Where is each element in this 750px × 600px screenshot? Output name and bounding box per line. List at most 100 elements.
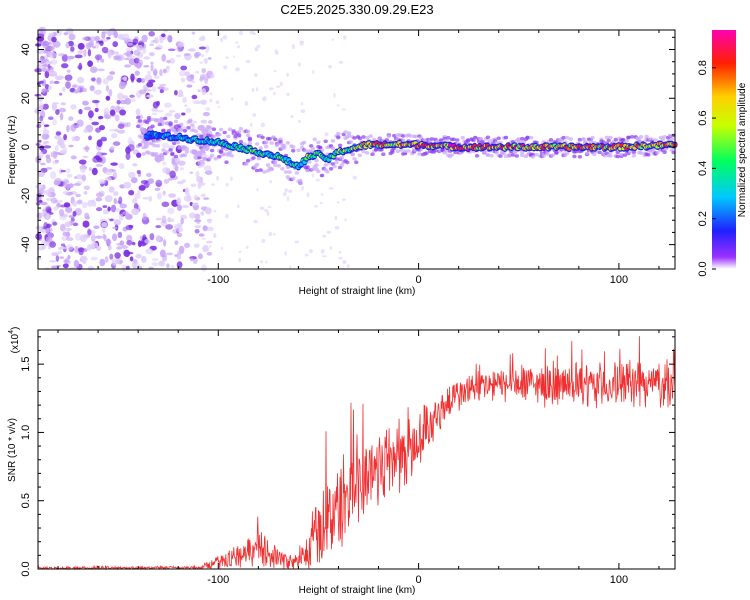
noise-blob [142, 212, 147, 221]
noise-blob [107, 206, 111, 212]
noise-blob [286, 196, 290, 202]
noise-blob [311, 173, 315, 178]
noise-blob [290, 115, 294, 119]
noise-blob [87, 200, 94, 207]
ridge-halo [489, 153, 494, 158]
ridge-halo [460, 135, 465, 140]
ridge-halo [346, 133, 352, 138]
noise-blob [202, 111, 210, 117]
spectrogram-x-axis-title: Height of straight line (km) [299, 286, 416, 297]
ridge-halo [227, 127, 233, 132]
noise-blob [38, 200, 43, 203]
noise-blob [200, 101, 207, 105]
noise-blob [106, 75, 114, 81]
ridge-halo [330, 146, 336, 150]
noise-blob [89, 85, 95, 92]
noise-blob [66, 231, 70, 238]
noise-blob [206, 251, 213, 256]
noise-blob [181, 179, 187, 183]
noise-blob [115, 114, 120, 122]
ridge-halo [392, 133, 397, 138]
ridge-halo [294, 171, 299, 175]
noise-blob [222, 35, 227, 40]
noise-blob [328, 64, 333, 69]
noise-blob [55, 109, 60, 115]
noise-blob [268, 231, 273, 237]
noise-blob [98, 179, 106, 185]
noise-blob [136, 170, 141, 174]
noise-blob [58, 53, 65, 57]
noise-blob [209, 98, 213, 103]
noise-blob [75, 125, 81, 128]
ridge-halo [620, 138, 626, 143]
noise-blob [82, 220, 90, 228]
noise-blob [68, 183, 74, 189]
ridge-halo [628, 150, 633, 154]
ridge-halo [222, 130, 227, 135]
noise-blob [113, 219, 122, 226]
noise-blob [45, 236, 53, 243]
noise-blob [121, 264, 127, 272]
noise-blob [259, 206, 265, 210]
multiplier-base: (x10 [10, 333, 21, 353]
noise-blob [108, 89, 113, 97]
noise-blob [336, 201, 340, 204]
noise-blob [260, 122, 266, 128]
ridge-halo [264, 140, 269, 145]
noise-blob [95, 41, 99, 49]
ridge-halo [227, 150, 233, 155]
snr-y-ticks: 0.0 0.5 1.0 1.5 [20, 336, 675, 577]
ridge-halo [150, 117, 155, 122]
noise-blob [260, 260, 263, 264]
y-tick-label: -40 [20, 237, 32, 253]
ridge-halo [339, 163, 345, 167]
ridge-halo [170, 151, 175, 156]
noise-blob [65, 81, 71, 89]
noise-blob [153, 36, 159, 45]
noise-blob [134, 70, 140, 76]
noise-blob [146, 70, 152, 75]
noise-blob [52, 151, 58, 159]
noise-blob [232, 55, 235, 58]
noise-blob [59, 143, 66, 149]
ridge-halo [190, 128, 195, 133]
noise-blob [195, 171, 200, 178]
noise-blob [153, 75, 160, 79]
noise-blob [170, 265, 175, 268]
noise-blob [189, 258, 194, 262]
ridge-halo [168, 148, 173, 152]
noise-blob [148, 31, 155, 37]
y-tick-label: 0.0 [20, 561, 32, 576]
ridge-halo [209, 153, 215, 158]
noise-blob [85, 145, 89, 153]
noise-blob [54, 144, 59, 152]
noise-blob [326, 230, 332, 234]
noise-blob [198, 233, 205, 237]
ridge-halo [608, 154, 613, 158]
noise-blob [209, 244, 212, 248]
noise-blob [230, 176, 233, 181]
noise-blob [182, 96, 188, 104]
noise-blob [146, 172, 152, 178]
noise-blob [38, 139, 42, 143]
noise-blob [178, 70, 187, 77]
noise-blob [76, 119, 84, 127]
noise-blob [320, 249, 325, 254]
noise-blob [275, 51, 279, 55]
ridge-halo [282, 143, 287, 148]
noise-blob [41, 40, 49, 49]
ridge-halo [164, 121, 170, 126]
ridge-halo [417, 152, 422, 156]
noise-blob [102, 78, 109, 85]
spectrogram-y-axis-title: Frequency (Hz) [7, 116, 18, 185]
noise-blob [206, 226, 214, 232]
noise-blob [122, 211, 129, 216]
noise-blob [113, 198, 118, 205]
noise-blob [37, 98, 43, 103]
noise-blob [90, 242, 98, 248]
noise-blob [131, 177, 138, 184]
noise-blob [306, 192, 310, 198]
noise-blob [75, 174, 84, 180]
noise-blob [338, 60, 344, 64]
ridge-halo [474, 154, 480, 158]
